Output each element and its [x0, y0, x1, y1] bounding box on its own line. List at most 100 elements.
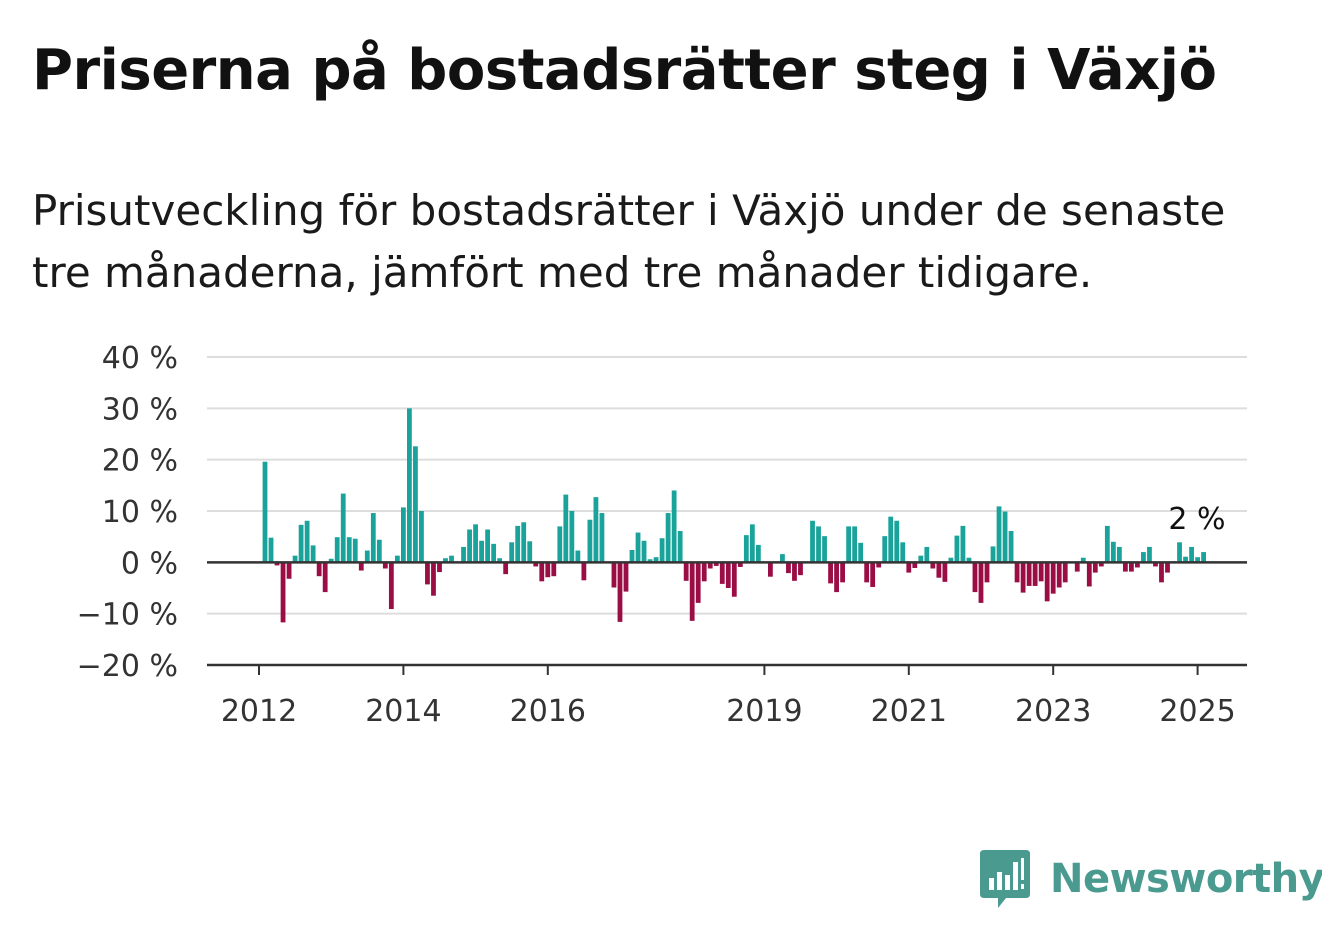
- bar: [527, 541, 533, 563]
- bar: [755, 544, 761, 563]
- y-tick-label: 30 %: [102, 392, 178, 427]
- bar: [1135, 562, 1140, 568]
- bar: [882, 536, 888, 563]
- bar: [1201, 552, 1206, 563]
- bar: [1086, 562, 1092, 587]
- brand-name: Newsworthy: [1050, 856, 1322, 902]
- bar: [701, 562, 707, 582]
- bar: [918, 555, 924, 563]
- bar: [900, 542, 906, 563]
- bar: [346, 537, 352, 563]
- y-axis-ticks: 40 % 30 % 20 % 10 % 0 % −10 % −20 %: [77, 341, 178, 684]
- bar: [382, 562, 388, 569]
- bar: [611, 562, 617, 588]
- bar: [551, 562, 557, 577]
- bar: [798, 562, 803, 576]
- bar: [400, 507, 406, 563]
- bar: [623, 562, 629, 592]
- bar: [587, 519, 593, 563]
- bar: [647, 559, 653, 563]
- chart-title: Priserna på bostadsrätter steg i Växjö: [32, 38, 1217, 103]
- bar: [731, 562, 737, 597]
- bar: [394, 555, 400, 563]
- bar: [1026, 562, 1032, 586]
- bar: [707, 562, 713, 569]
- bar: [629, 550, 635, 563]
- bar: [575, 550, 581, 563]
- bar: [479, 540, 484, 563]
- bar: [1195, 557, 1200, 563]
- bar: [972, 562, 978, 593]
- bar: [936, 562, 942, 578]
- bar: [1008, 531, 1014, 563]
- bar: [948, 557, 954, 563]
- bar: [906, 562, 912, 573]
- bar: [659, 538, 665, 563]
- bar: [743, 535, 749, 563]
- bar: [1032, 562, 1038, 586]
- y-tick-label: −10 %: [77, 598, 178, 633]
- bar: [509, 542, 515, 563]
- bar: [491, 543, 497, 563]
- bar: [653, 557, 659, 563]
- bar: [960, 525, 966, 563]
- bar: [376, 539, 382, 563]
- bar: [1110, 541, 1116, 563]
- bar: [641, 540, 647, 563]
- newsworthy-brand: Newsworthy: [980, 848, 1322, 910]
- y-tick-label: 10 %: [102, 495, 178, 530]
- x-tick-label: 2014: [365, 694, 441, 729]
- bar: [864, 562, 870, 583]
- bar: [954, 535, 960, 563]
- bar: [858, 542, 864, 563]
- bar: [563, 494, 569, 563]
- bar: [569, 511, 575, 563]
- bar: [425, 562, 430, 585]
- bar: [792, 562, 797, 581]
- bar: [749, 524, 755, 563]
- x-tick-label: 2025: [1159, 694, 1235, 729]
- bar: [1044, 562, 1050, 602]
- bar: [413, 446, 418, 563]
- bar: [786, 562, 791, 574]
- bar: [876, 562, 882, 568]
- x-tick-label: 2023: [1015, 694, 1091, 729]
- bar: [846, 526, 852, 563]
- bar: [978, 562, 984, 603]
- bar: [828, 562, 833, 584]
- bar: [545, 562, 551, 578]
- bar: [298, 524, 304, 563]
- bar: [930, 562, 936, 569]
- bar: [521, 522, 527, 563]
- bar: [268, 537, 274, 563]
- bar: [280, 562, 286, 623]
- newsworthy-logo-icon: [980, 850, 1030, 908]
- bar: [816, 526, 821, 563]
- bar: [358, 562, 364, 571]
- bar: [737, 562, 743, 567]
- bar: [689, 562, 695, 621]
- bar: [1002, 511, 1008, 563]
- bar: [912, 562, 918, 568]
- y-tick-label: 40 %: [102, 341, 178, 376]
- bar: [352, 538, 358, 563]
- bar: [810, 520, 815, 563]
- x-axis-ticks: 2012 2014 2016 2019 2021 2023 2025: [221, 665, 1236, 729]
- bar: [671, 490, 677, 563]
- bar: [1183, 556, 1188, 563]
- bar: [822, 536, 827, 563]
- x-tick-label: 2019: [726, 694, 802, 729]
- bar: [1014, 562, 1020, 583]
- bar: [515, 525, 521, 563]
- bar: [852, 526, 858, 563]
- bar: [533, 562, 539, 567]
- bar: [1177, 542, 1182, 563]
- bar: [942, 562, 948, 582]
- bars: [262, 408, 1206, 623]
- bar: [593, 497, 599, 563]
- bar: [310, 545, 316, 563]
- bar: [683, 562, 689, 581]
- bar: [996, 506, 1002, 563]
- bar: [1153, 562, 1158, 567]
- bar: [990, 546, 996, 563]
